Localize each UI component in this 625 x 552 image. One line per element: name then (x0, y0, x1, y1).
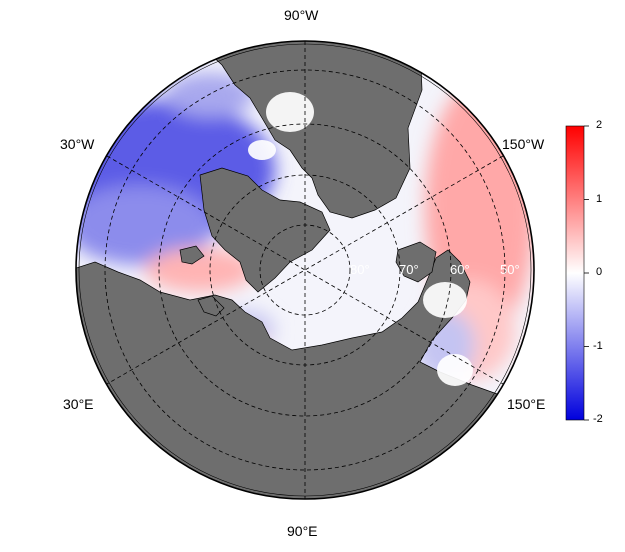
latitude-label-70: 70° (399, 262, 419, 277)
longitude-label-150e: 150°E (507, 396, 546, 412)
barents-positive-anomaly (145, 248, 255, 292)
baffin-negative-anomaly (165, 73, 255, 117)
alaska-landmass (395, 241, 437, 283)
okhotsk-region (437, 354, 473, 386)
meridian-30w-150e (106, 155, 504, 385)
meridian-150w-30e (106, 155, 504, 385)
map-border-inner (78, 43, 532, 497)
colorbar-label-2: 2 (596, 119, 603, 131)
longitude-label-90e: 90°E (287, 523, 318, 539)
latitude-label-80: 80° (350, 262, 370, 277)
map-border (75, 40, 535, 500)
greenland-landmass (199, 167, 331, 293)
longitude-label-30w: 30°W (60, 136, 95, 152)
latitude-circle-60 (158, 123, 452, 417)
colorbar-ticks (584, 125, 589, 421)
baffin-bay-region (248, 140, 276, 160)
greenland-sea-negative-anomaly (76, 185, 215, 265)
hudson-bay-region (266, 92, 314, 132)
longitude-label-90w: 90°W (284, 7, 319, 23)
longitude-label-30e: 30°E (63, 396, 94, 412)
colorbar-label-0: 0 (596, 266, 603, 278)
latitude-label-50: 50° (500, 262, 520, 277)
north-america-landmass (194, 41, 423, 219)
laptev-region (423, 282, 467, 318)
latitude-circle-50 (104, 69, 506, 471)
latitude-label-60: 60° (450, 262, 470, 277)
svalbard-landmass (179, 245, 205, 265)
colorbar-label-neg2: -2 (593, 413, 603, 425)
colorbar-label-1: 1 (596, 193, 603, 205)
colorbar (565, 125, 585, 421)
zero-anomaly-regions (248, 92, 473, 386)
graticule (104, 41, 506, 499)
longitude-label-150w: 150°W (502, 136, 545, 152)
colorbar-label-neg1: -1 (593, 340, 603, 352)
